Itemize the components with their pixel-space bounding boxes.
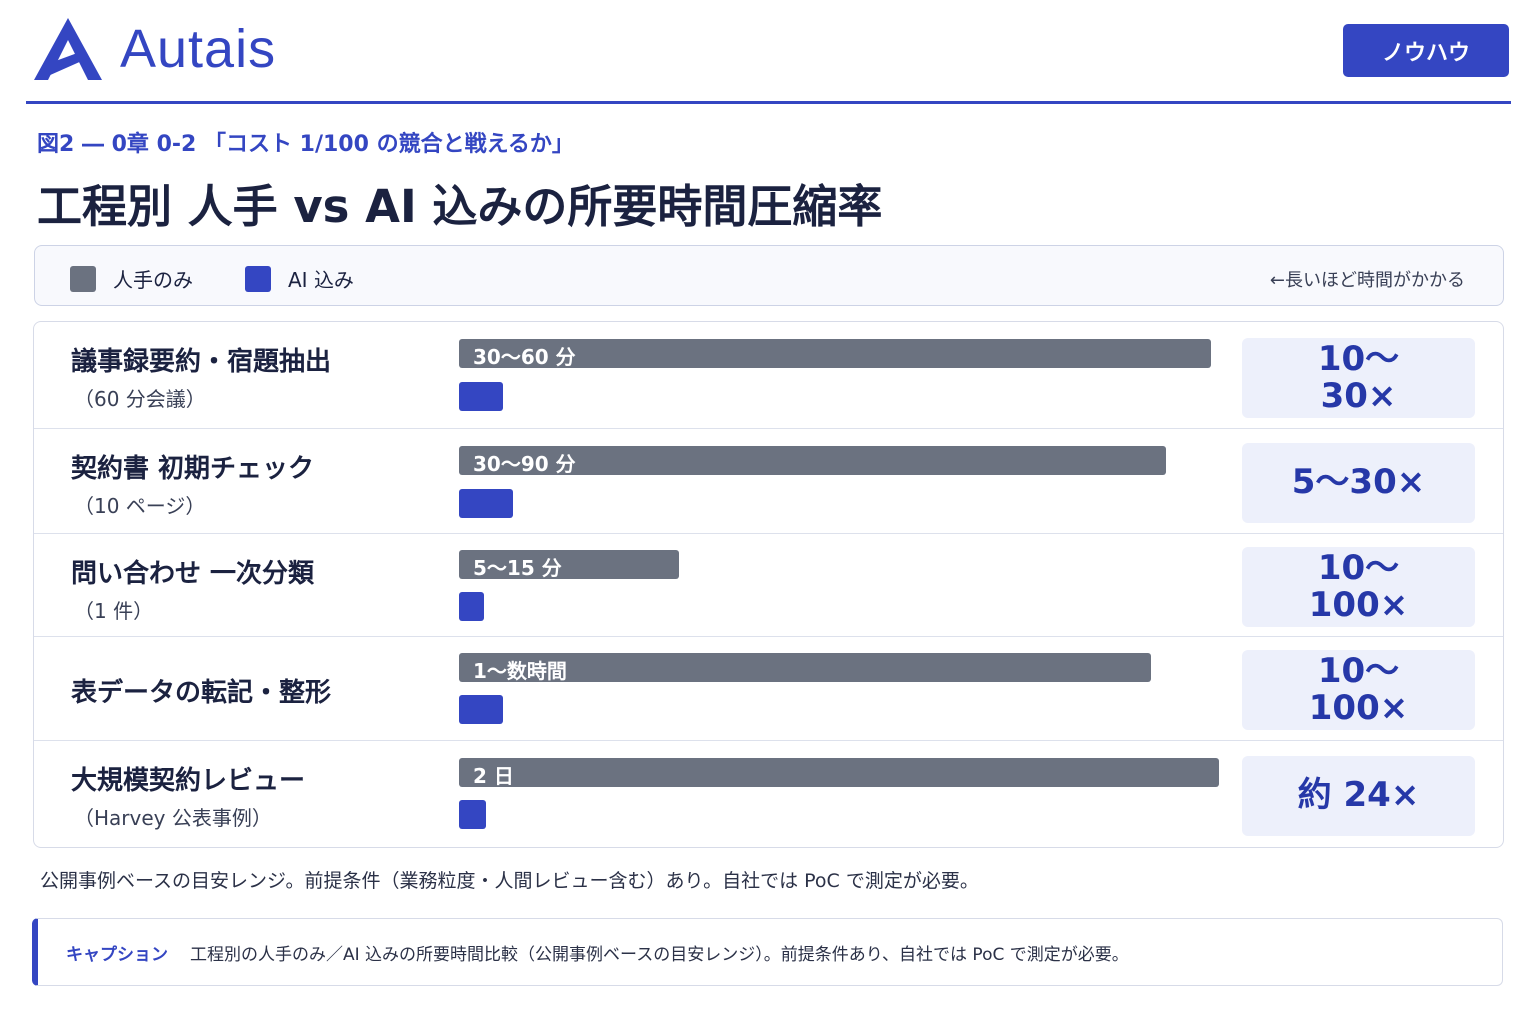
bar-human: 30〜60 分: [459, 339, 1211, 369]
bar-human: 2 日: [459, 758, 1219, 788]
legend-swatch-human: [70, 265, 96, 292]
bar-human: 5〜15 分: [459, 550, 679, 580]
legend-swatch-ai: [245, 265, 271, 292]
bar-ai: [459, 800, 486, 829]
chart-row: 契約書 初期チェック （10 ページ） 30〜90 分 5〜30×: [34, 429, 1503, 534]
task-name: 契約書 初期チェック: [71, 454, 315, 484]
category-badge[interactable]: ノウハウ: [1343, 24, 1509, 77]
bar-ai: [459, 489, 513, 518]
task-name: 表データの転記・整形: [71, 678, 332, 708]
bar-chart: 議事録要約・宿題抽出 （60 分会議） 30〜60 分 10〜30× 契約書 初期チェッ…: [33, 321, 1504, 848]
bar-human-label: 1〜数時間: [473, 659, 567, 683]
bar-human: 30〜90 分: [459, 446, 1166, 476]
caption-text: 工程別の人手のみ／AI 込みの所要時間比較（公開事例ベースの目安レンジ）。前提条…: [190, 944, 1129, 965]
footnote: 公開事例ベースの目安レンジ。前提条件（業務粒度・人間レビュー含む）あり。自社では…: [40, 870, 979, 892]
triangle-a-logo-icon: [34, 18, 102, 80]
compression-ratio: 10〜30×: [1242, 338, 1475, 418]
caption-box: キャプション 工程別の人手のみ／AI 込みの所要時間比較（公開事例ベースの目安レ…: [32, 918, 1503, 986]
bar-human-label: 30〜60 分: [473, 345, 576, 369]
bar-ai: [459, 695, 503, 724]
compression-ratio: 10〜100×: [1242, 650, 1475, 730]
task-subtitle: （Harvey 公表事例）: [74, 806, 272, 830]
task-subtitle: （10 ページ）: [74, 494, 206, 518]
chart-row: 表データの転記・整形 1〜数時間 10〜100×: [34, 637, 1503, 741]
compression-ratio: 5〜30×: [1242, 443, 1475, 523]
compression-ratio: 10〜100×: [1242, 547, 1475, 627]
bar-human: 1〜数時間: [459, 653, 1151, 683]
legend-note: ←長いほど時間がかかる: [1269, 270, 1465, 291]
chart-row: 大規模契約レビュー （Harvey 公表事例） 2 日 約 24×: [34, 741, 1503, 847]
task-name: 問い合わせ 一次分類: [71, 559, 315, 589]
header: Autais ノウハウ: [26, 0, 1511, 104]
chart-legend: 人手のみ AI 込み ←長いほど時間がかかる: [34, 245, 1504, 306]
brand-logo[interactable]: Autais: [34, 18, 276, 80]
bar-human-label: 5〜15 分: [473, 556, 562, 580]
legend-item-ai: AI 込み: [245, 264, 354, 293]
brand-name: Autais: [120, 19, 277, 79]
bar-ai: [459, 592, 484, 621]
legend-item-human: 人手のみ: [70, 264, 193, 293]
figure-label: 図2 ― 0章 0-2 「コスト 1/100 の競合と戦えるか」: [37, 132, 574, 157]
chart-row: 問い合わせ 一次分類 （1 件） 5〜15 分 10〜100×: [34, 534, 1503, 637]
task-subtitle: （1 件）: [74, 599, 154, 623]
legend-label-human: 人手のみ: [113, 268, 193, 292]
bar-ai: [459, 382, 503, 411]
page-title: 工程別 人手 vs AI 込みの所要時間圧縮率: [37, 180, 883, 233]
bar-human-label: 30〜90 分: [473, 452, 576, 476]
bar-human-label: 2 日: [473, 764, 514, 788]
chart-row: 議事録要約・宿題抽出 （60 分会議） 30〜60 分 10〜30×: [34, 322, 1503, 429]
task-name: 大規模契約レビュー: [71, 766, 306, 796]
compression-ratio: 約 24×: [1242, 756, 1475, 836]
task-subtitle: （60 分会議）: [74, 387, 206, 411]
task-name: 議事録要約・宿題抽出: [71, 347, 332, 377]
caption-label: キャプション: [66, 944, 168, 965]
legend-label-ai: AI 込み: [288, 268, 354, 292]
